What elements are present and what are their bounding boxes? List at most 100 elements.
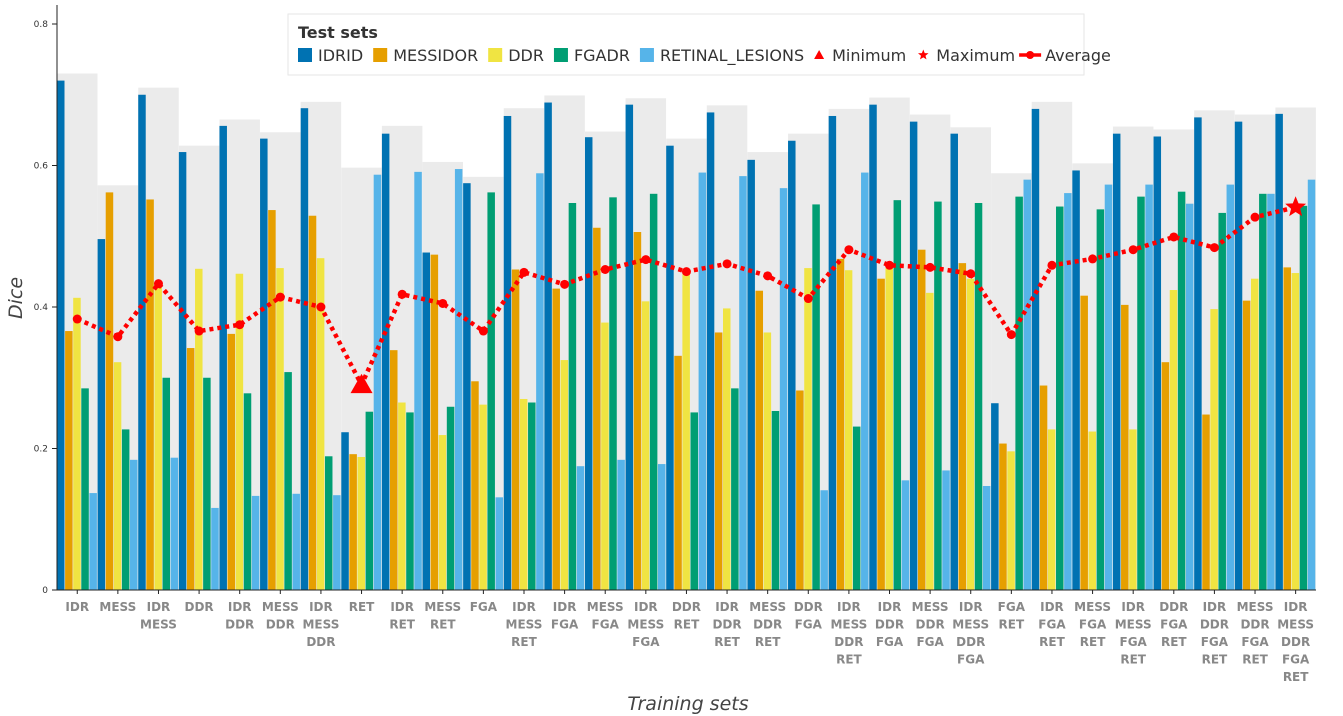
- x-tick-label: MESS: [140, 618, 177, 632]
- bar-messidor: [471, 381, 479, 590]
- average-point: [966, 269, 976, 279]
- x-tick-label: DDR: [1281, 635, 1310, 649]
- x-tick-label: RET: [714, 635, 740, 649]
- x-tick-label: DDR: [834, 635, 863, 649]
- x-tick-label: IDR: [65, 600, 89, 614]
- bar-idrid: [747, 159, 755, 590]
- bar-messidor: [999, 443, 1007, 590]
- bar-ddr: [804, 268, 812, 590]
- bar-messidor: [958, 263, 967, 590]
- x-tick-label: FGA: [1079, 618, 1107, 632]
- bar-fgadr: [974, 202, 983, 590]
- legend-swatch: [488, 48, 503, 62]
- average-point: [275, 292, 285, 302]
- x-tick-label: IDR: [1284, 600, 1308, 614]
- bar-idrid: [138, 94, 146, 590]
- bar-idrid: [584, 137, 593, 590]
- bar-ddr: [316, 258, 325, 590]
- bar-retinal-lesions: [1307, 179, 1316, 590]
- bar-fgadr: [284, 372, 292, 590]
- bar-ddr: [560, 360, 569, 590]
- x-tick-label: FGA: [1120, 635, 1148, 649]
- bar-retinal-lesions: [1226, 184, 1235, 591]
- average-point: [1128, 245, 1138, 255]
- bar-messidor: [146, 199, 154, 590]
- bar-ddr: [641, 301, 650, 590]
- average-point: [72, 314, 82, 324]
- average-point: [1047, 260, 1057, 270]
- legend-label: DDR: [508, 46, 544, 65]
- bar-idrid: [97, 239, 106, 590]
- bar-fgadr: [243, 393, 252, 590]
- bar-retinal-lesions: [1267, 193, 1275, 591]
- bar-messidor: [227, 333, 236, 590]
- bar-retinal-lesions: [495, 497, 504, 590]
- x-tick-label: DDR: [794, 600, 823, 614]
- x-tick-label: RET: [1080, 635, 1106, 649]
- bar-ddr: [276, 268, 284, 590]
- x-tick-label: MESS: [424, 600, 461, 614]
- bar-idrid: [260, 138, 268, 591]
- bar-idrid: [300, 108, 309, 590]
- bar-idrid: [625, 104, 634, 590]
- legend-average-icon: [1026, 51, 1035, 59]
- x-tick-label: RET: [1120, 653, 1146, 667]
- average-point: [925, 262, 935, 272]
- x-tick-label: FGA: [470, 600, 498, 614]
- bar-ddr: [763, 332, 772, 590]
- bar-fgadr: [528, 402, 536, 590]
- x-tick-label: FGA: [876, 635, 904, 649]
- bar-fgadr: [81, 388, 89, 590]
- bar-fgadr: [731, 388, 739, 590]
- bar-fgadr: [406, 412, 414, 590]
- x-tick-label: MESS: [1115, 618, 1152, 632]
- x-tick-label: DDR: [1200, 618, 1229, 632]
- bar-retinal-lesions: [739, 176, 747, 591]
- average-point: [1088, 254, 1098, 264]
- bar-messidor: [1039, 385, 1048, 590]
- x-tick-label: DDR: [266, 618, 295, 632]
- bar-idrid: [1194, 117, 1202, 590]
- average-point: [153, 279, 163, 289]
- legend-title: Test sets: [298, 23, 378, 42]
- x-tick-label: IDR: [634, 600, 658, 614]
- bar-fgadr: [1218, 212, 1226, 590]
- x-tick-label: FGA: [916, 635, 944, 649]
- x-tick-label: DDR: [1240, 618, 1269, 632]
- x-tick-label: DDR: [306, 635, 335, 649]
- bar-retinal-lesions: [373, 174, 382, 590]
- legend-minimum-icon: [814, 50, 825, 59]
- bar-idrid: [869, 104, 877, 590]
- bar-messidor: [633, 232, 642, 590]
- x-tick-label: FGA: [592, 618, 620, 632]
- bar-ddr: [195, 268, 203, 590]
- bar-retinal-lesions: [292, 493, 300, 590]
- bar-messidor: [390, 350, 398, 590]
- legend-label: Average: [1045, 46, 1111, 65]
- bar-retinal-lesions: [982, 485, 991, 590]
- average-point: [194, 326, 204, 336]
- bar-messidor: [796, 390, 804, 590]
- bar-messidor: [674, 355, 682, 590]
- bar-messidor: [1242, 300, 1251, 590]
- legend-label: FGADR: [574, 46, 630, 65]
- legend-label: Minimum: [832, 46, 906, 65]
- bar-fgadr: [121, 429, 130, 590]
- bar-fgadr: [690, 412, 698, 590]
- bar-idrid: [219, 125, 227, 590]
- bar-messidor: [836, 258, 845, 590]
- x-tick-label: FGA: [632, 635, 660, 649]
- x-tick-label: MESS: [749, 600, 786, 614]
- bar-ddr: [398, 402, 406, 590]
- bar-messidor: [1202, 414, 1210, 590]
- bar-idrid: [1031, 108, 1040, 591]
- x-tick-label: MESS: [262, 600, 299, 614]
- bar-retinal-lesions: [657, 464, 666, 590]
- bar-fgadr: [649, 193, 658, 591]
- bar-messidor: [1121, 304, 1129, 590]
- x-tick-label: FGA: [1241, 635, 1269, 649]
- bar-fgadr: [1299, 205, 1308, 590]
- average-point: [560, 279, 570, 289]
- x-tick-label: FGA: [998, 600, 1026, 614]
- bar-messidor: [349, 454, 357, 590]
